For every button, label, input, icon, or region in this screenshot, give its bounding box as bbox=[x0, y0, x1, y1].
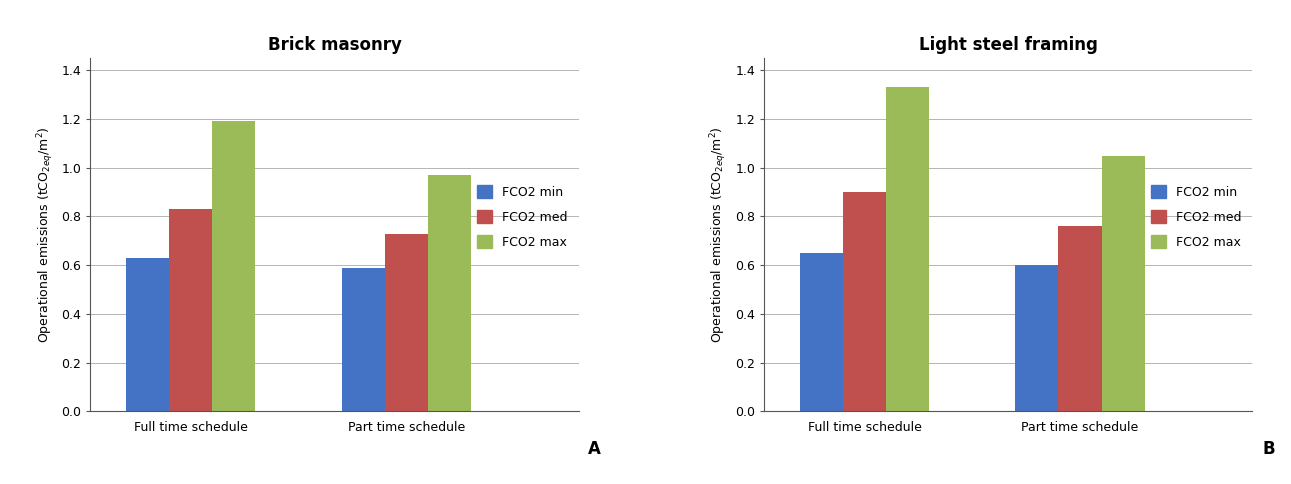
Bar bbox=[213, 121, 256, 411]
Bar bbox=[127, 258, 169, 411]
Title: Light steel framing: Light steel framing bbox=[919, 36, 1097, 54]
Bar bbox=[843, 192, 886, 411]
Y-axis label: Operational emissions (tCO$_{2eq}$/m$^2$): Operational emissions (tCO$_{2eq}$/m$^2$… bbox=[35, 126, 56, 343]
Bar bbox=[169, 209, 213, 411]
Bar bbox=[1015, 265, 1059, 411]
Bar bbox=[1101, 155, 1145, 411]
Legend: FCO2 min, FCO2 med, FCO2 max: FCO2 min, FCO2 med, FCO2 max bbox=[471, 181, 572, 254]
Text: B: B bbox=[1263, 439, 1274, 458]
Bar bbox=[342, 268, 385, 411]
Bar bbox=[1059, 226, 1101, 411]
Text: A: A bbox=[589, 439, 602, 458]
Bar bbox=[427, 175, 471, 411]
Bar bbox=[385, 233, 427, 411]
Title: Brick masonry: Brick masonry bbox=[267, 36, 402, 54]
Legend: FCO2 min, FCO2 med, FCO2 max: FCO2 min, FCO2 med, FCO2 max bbox=[1145, 181, 1246, 254]
Bar bbox=[886, 87, 930, 411]
Y-axis label: Operational emissions (tCO$_{2eq}$/m$^2$): Operational emissions (tCO$_{2eq}$/m$^2$… bbox=[709, 126, 729, 343]
Bar bbox=[800, 253, 843, 411]
